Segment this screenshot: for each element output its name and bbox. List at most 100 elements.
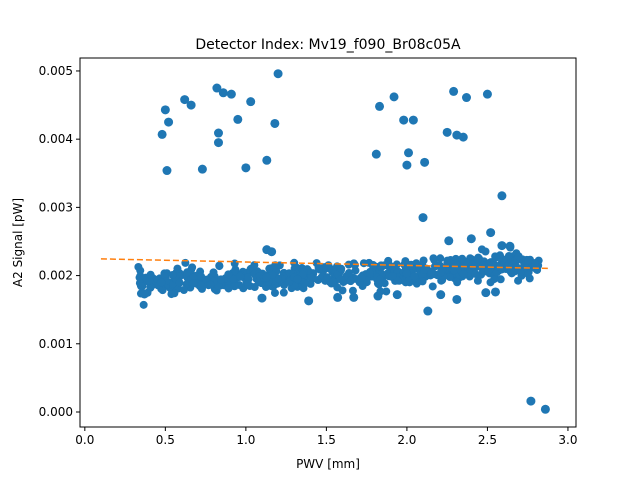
data-point (418, 213, 428, 223)
data-point (481, 288, 491, 298)
data-point (505, 241, 515, 251)
x-tick-label: 3.0 (558, 433, 577, 447)
data-point (224, 284, 233, 293)
data-point (179, 286, 188, 295)
data-point (180, 95, 190, 105)
data-point (461, 93, 471, 103)
data-point (213, 138, 223, 148)
data-point (236, 272, 245, 281)
data-point (197, 164, 207, 174)
data-point (257, 293, 267, 303)
data-point (444, 236, 454, 246)
data-point (216, 275, 225, 284)
trend-line-group (100, 258, 549, 270)
data-point (392, 260, 401, 269)
data-point (270, 118, 280, 128)
data-point (197, 272, 206, 281)
data-point (400, 260, 409, 269)
data-point (273, 69, 283, 79)
data-point (218, 88, 228, 98)
data-point (262, 155, 272, 165)
data-point (137, 282, 146, 291)
data-point (496, 275, 505, 284)
data-point (314, 263, 323, 272)
data-point (482, 89, 492, 99)
y-tick-label: 0.002 (39, 269, 73, 283)
axes-frame (79, 57, 577, 428)
data-point (145, 276, 154, 285)
data-point (188, 263, 197, 272)
data-point (136, 271, 145, 280)
x-axis: 0.0 0.5 1.0 1.5 2.0 2.5 3.0 (75, 427, 577, 447)
data-point (445, 273, 454, 282)
data-point (491, 254, 500, 263)
data-points (134, 69, 550, 414)
data-point (167, 290, 176, 299)
y-axis: 0.000 0.001 0.002 0.003 0.004 0.005 (39, 64, 80, 419)
data-point (337, 264, 346, 273)
data-point (408, 115, 418, 125)
data-point (328, 277, 337, 286)
data-point (373, 291, 383, 301)
data-point (486, 278, 495, 287)
data-point (388, 271, 397, 280)
data-point (262, 273, 271, 282)
data-point (139, 289, 149, 299)
data-point (233, 114, 243, 124)
x-tick-label: 1.0 (236, 433, 255, 447)
trend-line (100, 258, 549, 270)
data-point (298, 270, 307, 279)
data-point (285, 278, 294, 287)
data-point (481, 247, 490, 256)
data-point (533, 265, 542, 274)
data-point (436, 290, 446, 300)
data-point (265, 264, 274, 273)
data-point (420, 266, 429, 275)
data-point (473, 276, 482, 285)
data-point (359, 259, 368, 268)
data-point (350, 261, 359, 270)
y-axis-label: A2 Signal [pW] (11, 198, 25, 287)
plot-area (79, 57, 577, 428)
data-point (197, 281, 206, 290)
data-point (524, 257, 533, 266)
data-point (442, 127, 452, 137)
data-point (349, 292, 359, 302)
data-point (279, 288, 288, 297)
x-tick-label: 2.5 (478, 433, 497, 447)
y-tick-label: 0.003 (39, 200, 73, 214)
data-point (250, 261, 259, 270)
data-point (157, 278, 166, 287)
data-point (346, 277, 355, 286)
data-point (186, 100, 196, 110)
data-point (458, 132, 468, 142)
data-point (231, 265, 240, 274)
data-point (389, 92, 399, 102)
data-point (473, 255, 482, 264)
data-point (497, 191, 507, 201)
data-point (224, 270, 233, 279)
y-tick-label: 0.004 (39, 132, 73, 146)
data-point (357, 273, 366, 282)
data-point (164, 117, 174, 127)
data-point (418, 277, 427, 286)
data-point (146, 270, 155, 279)
data-point (226, 89, 236, 99)
data-point (382, 287, 391, 296)
data-point (323, 273, 332, 282)
data-point (514, 276, 523, 285)
data-point (168, 270, 177, 279)
data-point (375, 280, 384, 289)
data-point (384, 256, 393, 265)
x-tick-label: 0.5 (156, 433, 175, 447)
data-point (427, 267, 436, 276)
data-point (209, 268, 218, 277)
data-point (466, 234, 476, 244)
data-point (459, 269, 468, 278)
data-point (523, 269, 532, 278)
data-point (392, 290, 402, 300)
data-point (304, 296, 314, 306)
data-point (514, 252, 523, 261)
data-point (333, 292, 343, 302)
